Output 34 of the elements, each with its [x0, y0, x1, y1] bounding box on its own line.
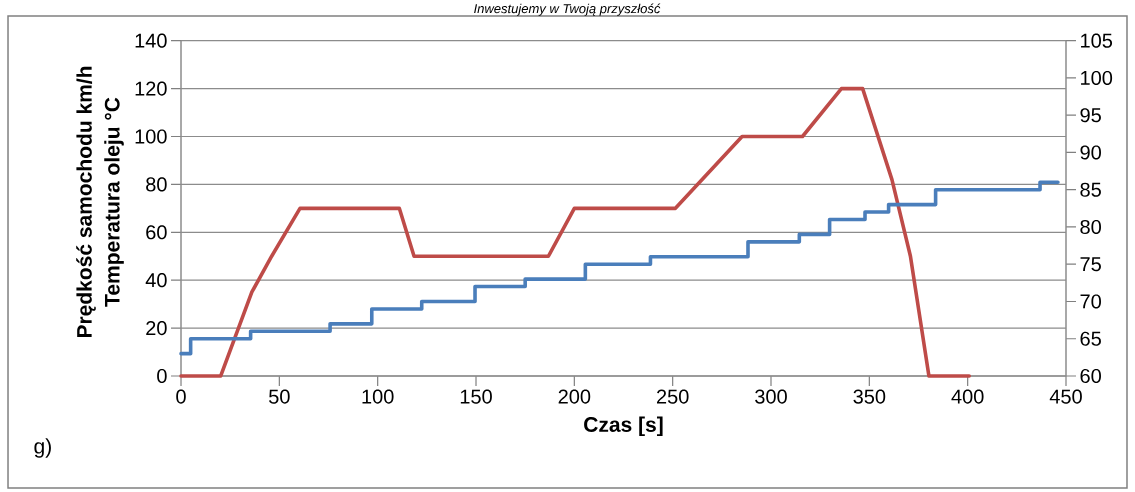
y2-tick-label: 70: [1080, 294, 1101, 309]
y2-tick-label: 60: [1080, 368, 1101, 384]
y2-tick-label: 95: [1080, 108, 1101, 123]
y-axis-title: Prędkość samochodu km/h: [76, 66, 96, 338]
y-tick-label: 80: [146, 177, 167, 192]
text: Temperatura oleju °C: [104, 97, 124, 307]
y2-tick-label: 90: [1080, 145, 1101, 160]
y-tick-label: 40: [145, 273, 167, 288]
x-tick-label: 200: [558, 389, 591, 404]
x-tick-label: 450: [1049, 389, 1082, 404]
y2-tick-label: 65: [1080, 331, 1101, 346]
x-tick-label: 50: [269, 389, 290, 404]
y-tick-label: 140: [135, 33, 167, 48]
y-tick-label: 60: [146, 225, 167, 240]
text: g): [34, 438, 51, 458]
x-tick-label: 150: [460, 389, 492, 404]
y2-tick-label: 85: [1080, 182, 1101, 197]
x-tick-label: 350: [853, 389, 886, 404]
y-tick-label: 100: [135, 129, 167, 144]
y2-tick-label: 105: [1081, 33, 1113, 48]
y2-tick-label: 75: [1080, 257, 1101, 272]
y2-tick-label: 80: [1080, 219, 1101, 235]
text: Inwestujemy w Twoją przyszłość: [474, 3, 661, 16]
x-tick-label: 250: [656, 389, 689, 404]
line-series: [179, 86, 972, 378]
y-tick-label: 20: [146, 321, 167, 336]
x-tick-label: 100: [362, 389, 394, 404]
y-tick-label: 0: [157, 368, 167, 384]
y-tick-label: 120: [135, 81, 167, 96]
x-tick-label: 0: [176, 389, 186, 404]
x-tick-label: 300: [755, 389, 787, 404]
x-tick-label: 400: [951, 389, 984, 404]
y2-tick-label: 100: [1081, 70, 1113, 86]
x-axis-title: Czas [s]: [584, 416, 663, 437]
